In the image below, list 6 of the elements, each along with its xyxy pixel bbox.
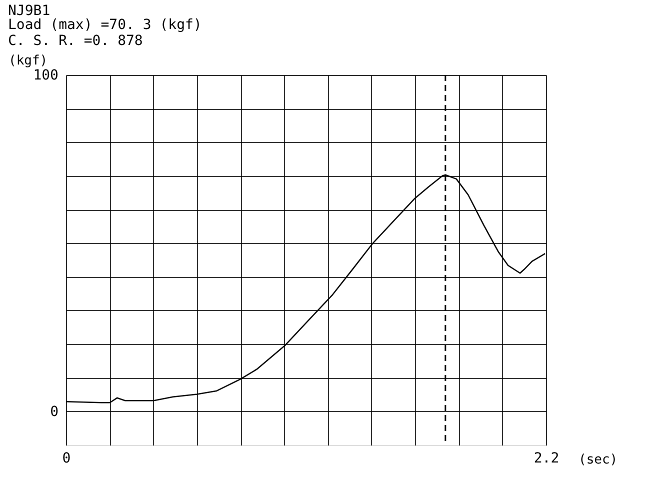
chart-title: NJ9B1 bbox=[8, 3, 50, 19]
x-axis-title: (sec) bbox=[578, 452, 618, 468]
y-tick-label: 100 bbox=[33, 68, 58, 84]
x-tick-label: 2.2 bbox=[534, 450, 560, 466]
chart-subtitle: Load (max) =70. 3 (kgf) C. S. R. =0. 878 bbox=[8, 17, 202, 49]
y-axis-title: (kgf) bbox=[8, 54, 48, 68]
